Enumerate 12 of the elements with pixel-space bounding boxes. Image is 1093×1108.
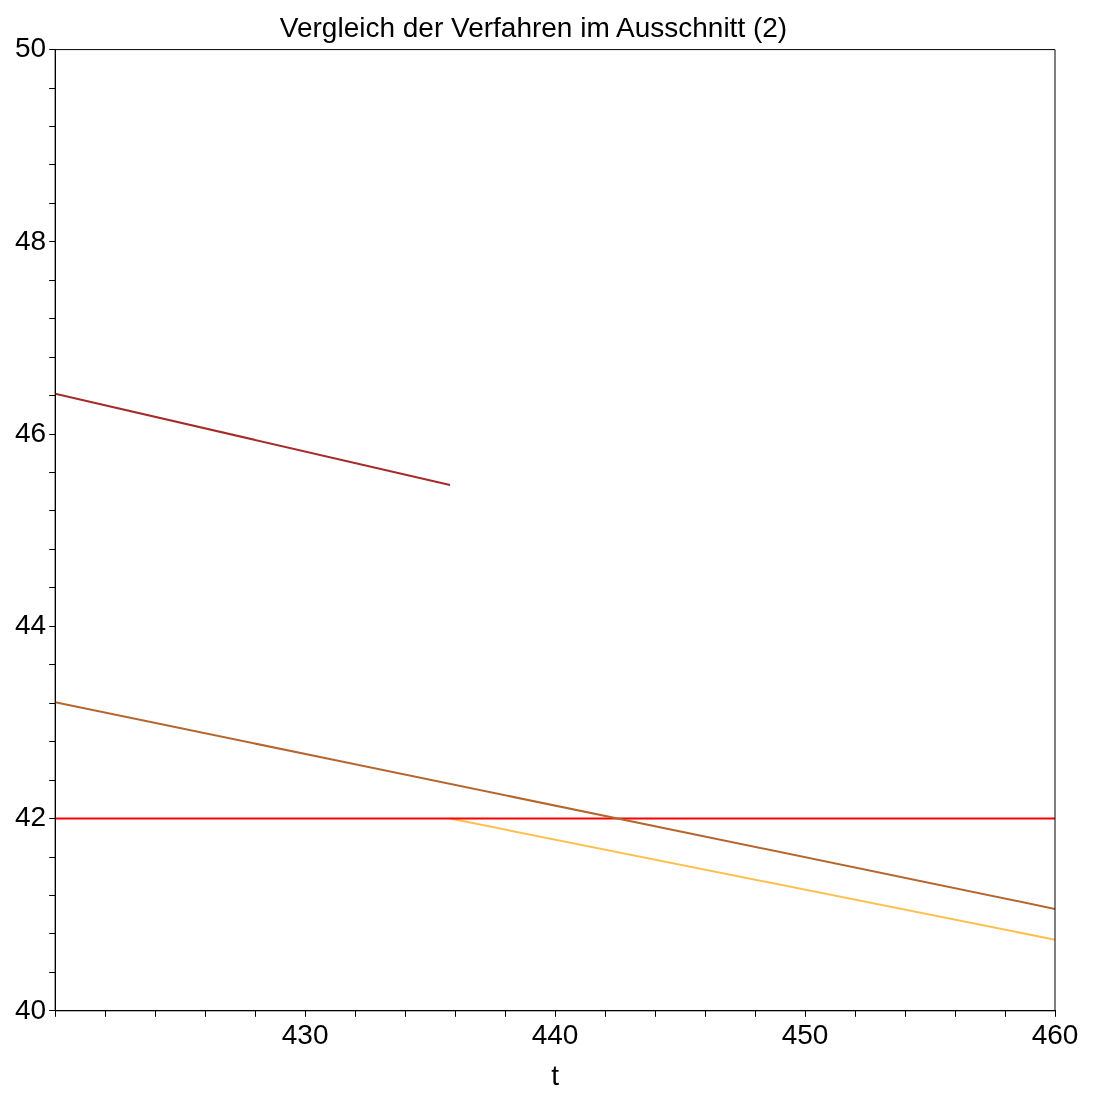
y-tick-label: 46 <box>14 416 47 448</box>
chart-title: Vergleich der Verfahren im Ausschnitt (2) <box>279 11 788 43</box>
x-tick-label: 440 <box>531 1019 579 1051</box>
x-tick-label: 430 <box>281 1019 329 1051</box>
y-tick-label: 50 <box>14 32 47 64</box>
x-axis-title: t <box>551 1059 560 1091</box>
y-tick-label: 42 <box>14 801 47 833</box>
x-tick-label: 460 <box>1031 1019 1079 1051</box>
y-tick-label: 40 <box>14 993 47 1025</box>
y-tick-label: 48 <box>14 224 47 256</box>
x-tick-label: 450 <box>781 1019 829 1051</box>
y-tick-label: 44 <box>14 609 47 641</box>
